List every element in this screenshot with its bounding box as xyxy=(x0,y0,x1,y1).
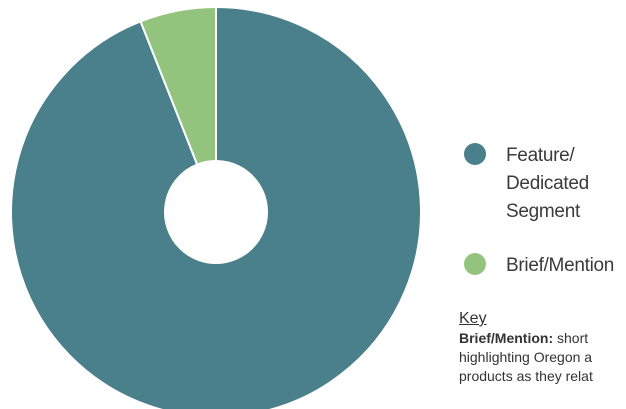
legend-swatch-feature xyxy=(464,143,486,165)
key-note: Key Brief/Mention: short highlighting Or… xyxy=(459,309,626,386)
legend-label-feature-line-2: Dedicated xyxy=(506,173,589,194)
slice-brief xyxy=(139,5,217,166)
key-heading: Key xyxy=(459,310,487,327)
legend-label-brief: Brief/Mention xyxy=(506,252,614,280)
legend-label-feature: Feature/ Dedicated Segment xyxy=(506,142,589,226)
legend-label-feature-line-1: Feature/ xyxy=(506,145,575,166)
key-line-2: highlighting Oregon a xyxy=(459,349,593,365)
slice-feature xyxy=(10,5,422,409)
donut-slices xyxy=(10,5,422,409)
key-term-definition-start: short xyxy=(553,330,589,346)
legend-item-brief: Brief/Mention xyxy=(464,252,614,280)
key-line-1: Brief/Mention: short xyxy=(459,329,626,348)
legend-swatch-brief xyxy=(464,253,486,275)
key-line-3: products as they relat xyxy=(459,368,593,384)
key-term: Brief/Mention: xyxy=(459,330,554,346)
key-body: Brief/Mention: short highlighting Oregon… xyxy=(459,329,626,386)
legend-label-brief-line-1: Brief/Mention xyxy=(506,255,615,276)
legend-item-feature: Feature/ Dedicated Segment xyxy=(464,142,589,226)
legend-label-feature-line-3: Segment xyxy=(506,201,580,222)
